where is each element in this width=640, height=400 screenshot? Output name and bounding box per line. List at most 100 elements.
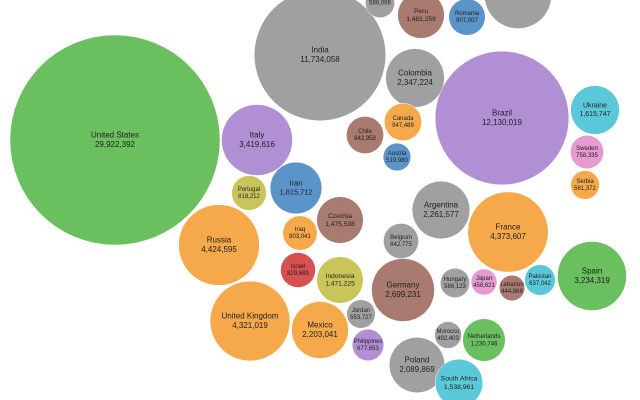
bubble-label: Germany [387, 280, 420, 289]
bubble-label: Austria [388, 151, 407, 157]
bubble-value: 553,727 [350, 315, 372, 321]
bubble [470, 268, 498, 296]
bubble [346, 299, 376, 329]
bubble-value: 1,475,538 [325, 221, 355, 228]
bubble-value: 1,471,225 [325, 281, 355, 288]
bubble [384, 103, 422, 141]
bubble-value: 677,653 [357, 346, 379, 352]
bubble-value: 1,815,712 [280, 187, 313, 196]
bubble-value: 942,958 [354, 136, 376, 142]
bubble-label: Romania [455, 11, 480, 17]
bubble [462, 318, 506, 362]
bubble-label: Iran [290, 179, 303, 188]
bubble [397, 0, 445, 39]
bubble-value: 519,980 [386, 158, 408, 164]
bubble-value: 2,699,231 [385, 290, 421, 299]
bubble [382, 142, 412, 172]
bubble [570, 135, 604, 169]
bubble [178, 204, 260, 286]
bubble-label: United Kingdom [222, 311, 279, 320]
bubble [209, 280, 291, 362]
bubble-label: Japan [476, 276, 492, 282]
bubble [434, 321, 462, 349]
bubble-label: Sweden [576, 146, 598, 152]
bubble-label: Mexico [307, 320, 333, 329]
bubble-value: 11,734,058 [300, 55, 340, 64]
bubble [316, 196, 364, 244]
bubble [570, 85, 620, 135]
bubble-value: 586,123 [444, 284, 466, 290]
bubble-label: Colombia [398, 68, 432, 77]
bubble-label: France [496, 222, 521, 231]
bubble-value: 842,775 [390, 242, 412, 248]
bubble-label: Lebanon [500, 282, 523, 288]
bubble-label: India [311, 45, 329, 54]
bubble-value: 1,615,747 [579, 111, 610, 118]
bubble-value: 444,868 [501, 289, 523, 295]
bubble-label: Philippines [353, 339, 382, 345]
bubble-value: 758,335 [576, 153, 598, 159]
bubble [9, 34, 221, 246]
bubble-label: Netherlands [468, 333, 501, 340]
bubble [371, 258, 435, 322]
bubble-value: 2,089,869 [399, 365, 435, 374]
bubble-label: Iraq [295, 227, 305, 233]
bubble-value: 586,096 [369, 1, 391, 7]
bubble-label: Indonesia [326, 273, 355, 280]
bubble-value: 4,321,019 [232, 321, 268, 330]
bubble-value: 492,403 [437, 336, 459, 342]
bubble [570, 170, 600, 200]
bubble-label: Italy [250, 130, 265, 139]
bubble-label: Russia [207, 235, 232, 244]
bubble-label: Spain [582, 266, 602, 275]
bubble [269, 161, 323, 215]
bubble-label: Poland [405, 355, 430, 364]
bubble-value: 4,373,607 [490, 232, 526, 241]
bubble-value: 907,007 [456, 18, 478, 24]
bubble-value: 637,042 [529, 281, 551, 287]
bubble [291, 301, 349, 359]
bubble [434, 50, 570, 186]
bubble-value: 2,347,224 [397, 78, 433, 87]
bubble [484, 0, 552, 29]
bubble [254, 0, 386, 121]
bubble-label: Hungary [444, 277, 467, 283]
bubble-label: United States [91, 130, 139, 139]
bubble [448, 0, 486, 36]
bubble-value: 458,621 [473, 283, 495, 289]
bubble-label: Ukraine [583, 103, 607, 110]
bubble [365, 0, 395, 18]
bubble-label: Morocco [436, 329, 460, 335]
bubble [467, 191, 549, 273]
bubble-label: Brazil [492, 108, 512, 117]
bubble-value: 3,419,616 [239, 140, 275, 149]
bubble-label: Czechia [328, 213, 352, 220]
bubble-label: Chile [358, 129, 372, 135]
bubble-value: 1,538,961 [444, 384, 474, 391]
bubble-value: 29,922,392 [95, 140, 136, 149]
bubble-value: 829,689 [287, 271, 309, 277]
bubble-value: 803,041 [289, 234, 311, 240]
bubble [524, 264, 556, 296]
bubble-label: Portugal [238, 187, 260, 193]
bubble-value: 818,212 [238, 194, 260, 200]
bubble-label: Argentina [424, 200, 459, 209]
bubble [231, 175, 267, 211]
bubble [221, 104, 293, 176]
bubble-value: 12,130,019 [482, 118, 523, 127]
bubble [383, 223, 419, 259]
bubble-label: Pakistan [528, 274, 551, 280]
bubble [280, 252, 316, 288]
bubble-label: Jordan [352, 308, 370, 314]
bubble [440, 268, 470, 298]
bubble-value: 4,424,595 [201, 245, 237, 254]
bubble-label: Peru [414, 8, 428, 15]
bubble-value: 561,372 [574, 186, 596, 192]
bubble [434, 358, 484, 400]
bubble-value: 1,230,746 [470, 340, 498, 347]
bubble [411, 180, 471, 240]
bubble-value: 1,481,259 [406, 16, 436, 23]
bubble [282, 215, 318, 251]
bubble-label: Serbia [576, 179, 594, 185]
